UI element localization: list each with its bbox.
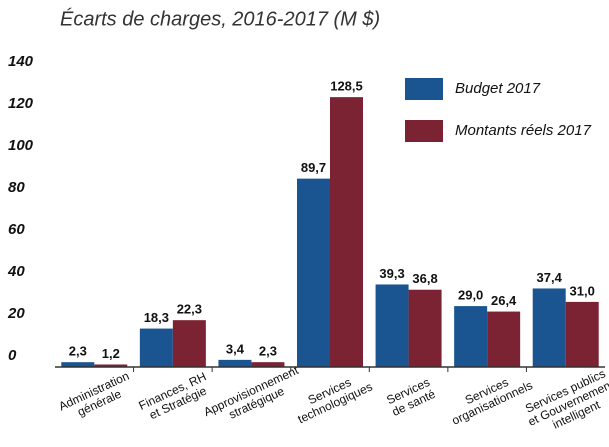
data-label: 37,4: [537, 270, 563, 285]
legend-swatch: [405, 78, 443, 100]
bar: [487, 311, 521, 367]
chart-title: Écarts de charges, 2016-2017 (M $): [60, 7, 380, 30]
y-tick-label: 0: [8, 347, 17, 364]
bar: [139, 328, 173, 367]
bar: [297, 178, 330, 367]
bar: [532, 288, 566, 367]
bar: [94, 364, 128, 367]
x-tick-label: Servicestechnologiques: [290, 368, 375, 427]
y-tick-label: 140: [8, 53, 34, 70]
bar: [454, 306, 488, 367]
bar: [330, 97, 363, 368]
x-tick-label: Services publicset Gouvernementintellige…: [520, 365, 609, 441]
y-tick-label: 80: [8, 179, 25, 196]
data-label: 26,4: [491, 293, 517, 308]
data-label: 22,3: [177, 302, 202, 317]
data-label: 31,0: [570, 283, 595, 298]
x-tick-label: Administrationgénérale: [57, 369, 137, 426]
legend-swatch: [405, 120, 443, 142]
data-label: 89,7: [301, 160, 326, 175]
legend-label: Montants réels 2017: [455, 122, 592, 139]
data-label: 1,2: [102, 346, 120, 361]
bar: [565, 301, 599, 367]
legend-label: Budget 2017: [455, 80, 541, 97]
data-label: 36,8: [412, 271, 437, 286]
data-label: 29,0: [458, 288, 483, 303]
data-label: 2,3: [69, 344, 87, 359]
bar: [61, 362, 95, 367]
x-tick-label: Servicesde santé: [384, 375, 437, 419]
x-tick-label: Approvisionnementstratégique: [202, 363, 307, 431]
y-tick-label: 120: [8, 95, 34, 112]
x-tick-label: Servicesorganisationnels: [444, 366, 535, 427]
bar: [218, 359, 252, 367]
y-tick-label: 100: [8, 137, 34, 154]
data-label: 2,3: [259, 344, 277, 359]
data-label: 18,3: [144, 310, 169, 325]
x-tick-label: Finances, RHet Stratégie: [137, 370, 214, 425]
y-tick-label: 60: [8, 221, 25, 238]
y-tick-label: 20: [7, 305, 25, 322]
bar: [375, 284, 409, 367]
data-label: 39,3: [379, 266, 404, 281]
data-label: 128,5: [330, 79, 363, 94]
bar: [251, 362, 285, 367]
y-tick-label: 40: [7, 263, 25, 280]
bar: [408, 289, 442, 367]
data-label: 3,4: [226, 341, 245, 356]
bar: [172, 320, 206, 367]
